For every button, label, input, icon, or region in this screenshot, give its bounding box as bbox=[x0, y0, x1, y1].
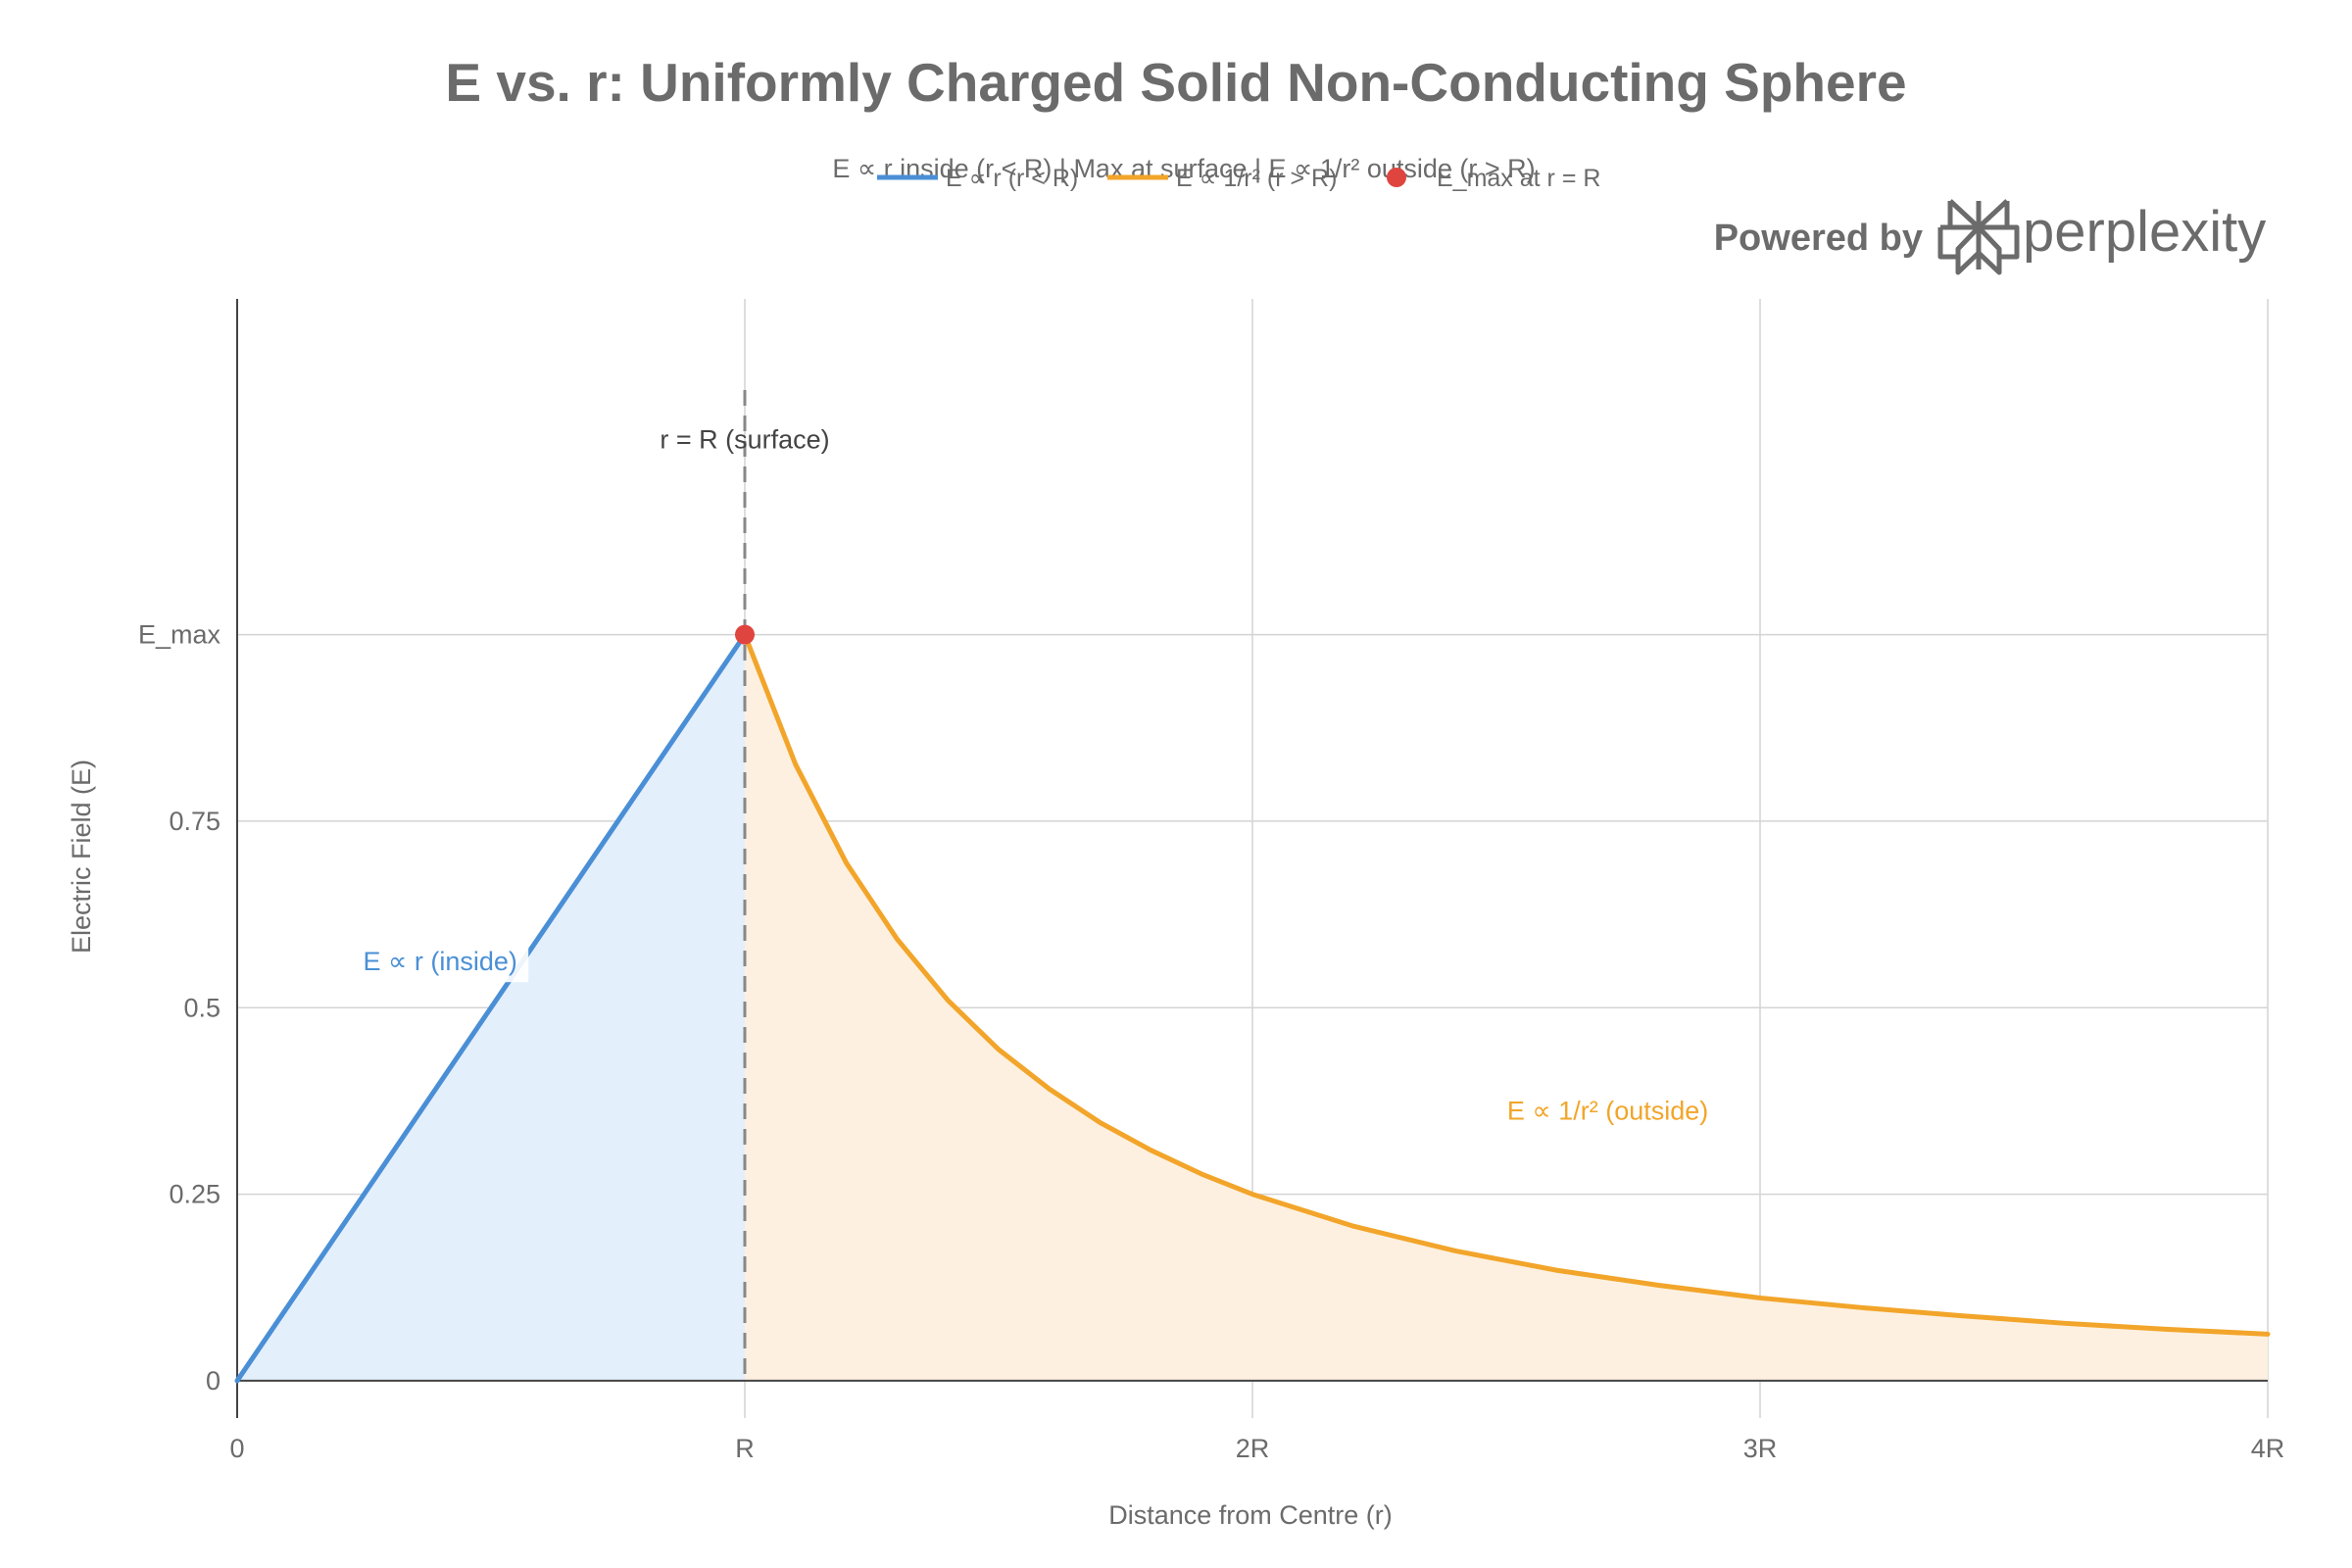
series-lines bbox=[234, 632, 2271, 1384]
chart-title: E vs. r: Uniformly Charged Solid Non-Con… bbox=[445, 52, 1906, 113]
annotations: r = R (surface) E ∝ r (inside) E ∝ 1/r² (o… bbox=[352, 424, 1708, 1125]
legend-label-0: E ∝ r (r < R) bbox=[946, 165, 1078, 192]
y-tick-label: 0.25 bbox=[169, 1180, 220, 1209]
chart-subtitle: E ∝ r inside (r < R) | Max at surface | … bbox=[832, 154, 1535, 183]
x-axis-title: Distance from Centre (r) bbox=[1108, 1500, 1393, 1530]
annotation-bg bbox=[352, 939, 529, 983]
y-tick-label: 0 bbox=[206, 1366, 220, 1396]
perplexity-wordmark: perplexity bbox=[2023, 200, 2266, 264]
tick-labels: 0 R 2R 3R 4R 0 0.25 0.5 0.75 E_max bbox=[138, 620, 2284, 1463]
legend-label-2: E_max at r = R bbox=[1437, 165, 1600, 192]
legend-label-1: E ∝ 1/r² (r > R) bbox=[1176, 165, 1337, 192]
y-tick-label: 0.75 bbox=[169, 807, 220, 836]
series-line-1 bbox=[742, 632, 2271, 1337]
powered-by-label: Powered by bbox=[1714, 218, 1923, 259]
series-markers bbox=[735, 624, 755, 645]
axes bbox=[236, 299, 2268, 1418]
series-line-0 bbox=[234, 632, 748, 1384]
y-tick-label: 0.5 bbox=[183, 993, 220, 1022]
x-tick-label: 3R bbox=[1743, 1434, 1778, 1463]
series-fill-1 bbox=[745, 634, 2268, 1381]
emax-marker bbox=[735, 624, 755, 645]
legend-swatch-2 bbox=[1387, 168, 1406, 187]
y-axis-title: Electric Field (E) bbox=[67, 760, 96, 954]
x-tick-label: 4R bbox=[2251, 1434, 2285, 1463]
annotation-2: E ∝ 1/r² (outside) bbox=[1507, 1096, 1708, 1125]
annotation-1: E ∝ r (inside) bbox=[364, 947, 517, 976]
x-tick-label: R bbox=[735, 1434, 755, 1463]
x-tick-label: 0 bbox=[229, 1434, 244, 1463]
annotation-0: r = R (surface) bbox=[660, 424, 829, 454]
y-tick-label: E_max bbox=[138, 620, 221, 650]
perplexity-logo: Powered by perplexity bbox=[1714, 199, 2266, 275]
legend: E ∝ r (r < R) E ∝ 1/r² (r > R) E_max at r … bbox=[877, 165, 1600, 192]
perplexity-logo-icon bbox=[1937, 199, 2020, 275]
x-tick-label: 2R bbox=[1236, 1434, 1270, 1463]
